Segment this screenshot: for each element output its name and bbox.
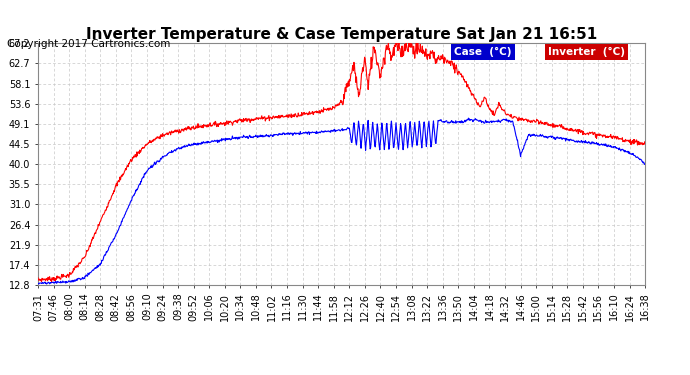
Text: Copyright 2017 Cartronics.com: Copyright 2017 Cartronics.com bbox=[7, 39, 170, 50]
Title: Inverter Temperature & Case Temperature Sat Jan 21 16:51: Inverter Temperature & Case Temperature … bbox=[86, 27, 597, 42]
Text: Inverter  (°C): Inverter (°C) bbox=[548, 47, 625, 57]
Text: Case  (°C): Case (°C) bbox=[454, 47, 511, 57]
